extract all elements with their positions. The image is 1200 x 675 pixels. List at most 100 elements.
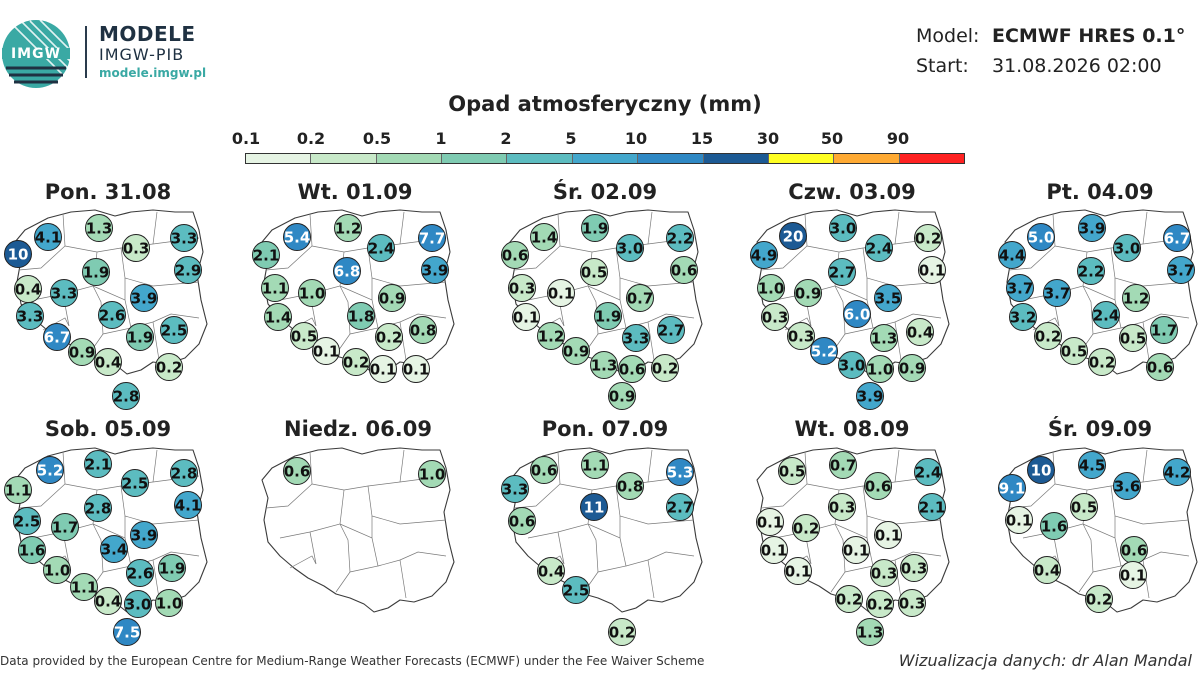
colorbar-tick: 10 [624,129,648,148]
precip-marker: 1.0 [418,460,446,488]
precip-value: 2.8 [113,388,140,406]
precip-marker-circle [1027,223,1055,251]
precip-marker: 5.4 [283,223,311,251]
country-outline [1004,447,1198,613]
precip-marker: 6.7 [1163,224,1191,252]
precip-value: 2.1 [85,456,112,474]
poland-map [509,209,703,375]
region-border [339,516,373,539]
precip-marker: 2.7 [828,258,856,286]
region-border [806,237,942,253]
precip-marker-circle [82,258,110,286]
region-border [64,475,200,491]
precip-value: 4.2 [1164,464,1191,482]
region-border [1120,551,1190,567]
precip-marker: 11 [580,493,608,521]
precip-value: 1.9 [595,308,622,326]
region-border [1008,451,1056,509]
precip-marker-circle [530,456,558,484]
precip-marker-circle [402,355,430,383]
region-border [1082,285,1094,335]
precip-value: 0.1 [757,514,784,532]
region-border [377,551,447,567]
precip-marker-circle [50,279,78,307]
precip-marker-circle [594,302,622,330]
colorbar-tick: 0.2 [296,129,326,148]
precip-value: 0.2 [1089,354,1116,372]
precip-marker-circle [1092,301,1120,329]
precip-marker: 3.3 [50,279,78,307]
precip-value: 4.4 [999,247,1026,265]
region-border [18,213,66,271]
region-border [872,313,942,329]
region-border [1110,485,1190,525]
precip-marker-circle [1033,556,1061,584]
precip-value: 1.2 [538,328,565,346]
precip-marker-circle [252,241,280,269]
region-border [513,213,561,271]
precip-value: 0.2 [156,359,183,377]
precip-marker-circle [367,234,395,262]
precip-marker-circle [914,458,942,486]
precip-value: 0.1 [403,361,430,379]
colorbar-segment [442,154,508,163]
precip-value: 5.0 [1028,229,1055,247]
precip-marker: 0.9 [794,279,822,307]
region-border [587,516,621,539]
precip-marker: 9.1 [998,474,1026,502]
precip-marker-circle [1060,337,1088,365]
precip-marker-circle [616,472,644,500]
region-border [559,475,695,491]
precip-value: 11 [584,499,605,517]
precip-marker-circle [530,223,558,251]
precip-value: 3.0 [1114,240,1141,258]
brand-url-link[interactable]: modele.imgw.pl [99,66,207,80]
region-border [830,299,874,355]
precip-marker-circle [865,234,893,262]
colorbar-tick: 90 [886,129,910,148]
region-border [62,293,70,327]
precip-marker: 0.1 [842,536,870,564]
precip-marker: 6.8 [333,257,361,285]
region-border [1142,321,1150,361]
precip-marker-circle [843,300,871,328]
precip-marker: 0.6 [508,507,536,535]
precip-value: 0.1 [761,542,788,560]
region-border [834,285,846,335]
precip-marker-circle [85,214,113,242]
precip-marker-circle [581,214,609,242]
precip-marker-circle [864,472,892,500]
precip-marker: 3.6 [1113,472,1141,500]
precip-marker-circle [100,535,128,563]
precip-value: 3.7 [1168,262,1195,280]
region-border [1142,449,1148,483]
precip-marker: 0.2 [1034,322,1062,350]
precip-marker: 0.9 [378,284,406,312]
precip-value: 2.1 [919,499,946,517]
precip-marker: 3.9 [130,284,158,312]
precip-marker-circle [829,451,857,479]
panel-title: Niedz. 06.09 [284,417,432,441]
precip-value: 0.2 [1035,328,1062,346]
precip-value: 1.9 [159,560,186,578]
panel-title: Śr. 02.09 [552,180,658,204]
precip-marker: 3.0 [616,234,644,262]
region-border [92,278,126,301]
precip-marker: 4.9 [750,241,778,269]
precip-marker-circle [1146,353,1174,381]
precip-marker: 0.2 [866,590,894,618]
region-border [587,523,599,573]
precip-marker: 5.2 [36,456,64,484]
precip-value: 2.7 [829,264,856,282]
precip-marker-circle [1113,472,1141,500]
precip-marker-circle [1085,585,1113,613]
precip-value: 0.6 [531,462,558,480]
precip-value: 1.0 [299,285,326,303]
precip-value: 0.6 [284,463,311,481]
country-outline [14,447,208,613]
precip-marker: 3.3 [501,475,529,503]
region-border [42,317,70,331]
precip-marker: 5.3 [666,458,694,486]
precip-marker-circle [112,382,140,410]
colorbar-tick: 50 [820,129,844,148]
